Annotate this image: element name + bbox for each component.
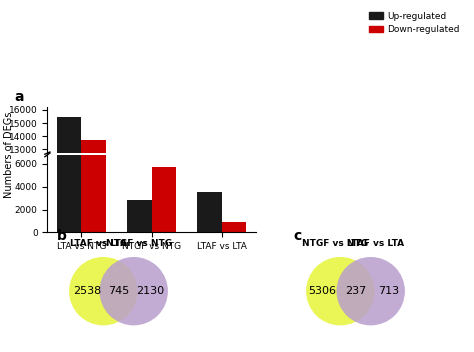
Bar [127,200,152,232]
Text: NTGF vs NTG: NTGF vs NTG [302,239,368,248]
Bar [152,245,176,319]
Text: Numbers of DEGs: Numbers of DEGs [4,112,15,198]
Bar [82,76,106,232]
Circle shape [337,257,405,325]
Text: 2130: 2130 [136,286,164,296]
Bar [197,274,222,319]
Text: LTAF vs LTA: LTAF vs LTA [347,239,404,248]
Bar [127,283,152,319]
Text: 5306: 5306 [309,286,337,296]
Bar [82,140,106,319]
Circle shape [69,257,137,325]
Text: 745: 745 [108,286,129,296]
Circle shape [306,257,374,325]
Circle shape [100,257,168,325]
Text: 237: 237 [345,286,366,296]
Bar [197,193,222,232]
Text: c: c [293,229,301,243]
Bar [222,222,246,232]
Bar [222,307,246,319]
Text: 713: 713 [378,286,399,296]
Bar [57,117,82,319]
Text: b: b [56,229,66,243]
Bar [152,168,176,232]
Text: 2538: 2538 [73,286,101,296]
Text: LTAF vs LTA: LTAF vs LTA [70,239,127,248]
Legend: Up-regulated, Down-regulated: Up-regulated, Down-regulated [369,12,460,34]
Text: a: a [14,90,24,104]
Text: NTGF vs NTG: NTGF vs NTG [106,239,172,248]
Bar [57,56,82,232]
